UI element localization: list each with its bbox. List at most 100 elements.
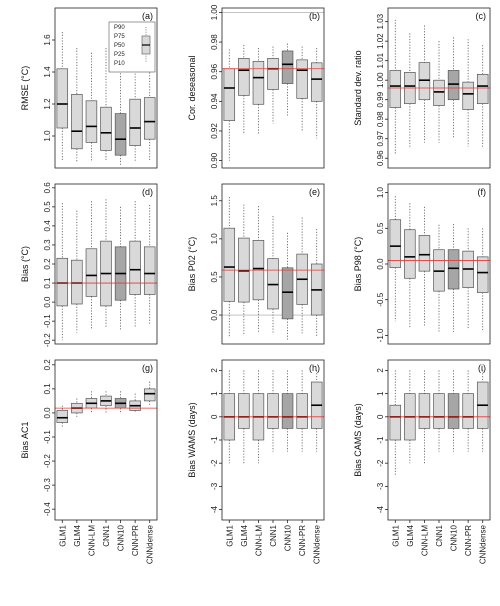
panel-d: -0.2 -0.1 0.0 0.1 0.2 0.3 0.4 0.5 0.6 Bias (°C) (d… bbox=[20, 182, 158, 347]
x-tick-label: CNN10 bbox=[284, 524, 293, 551]
box-cnn1 bbox=[100, 48, 112, 162]
box-iqr bbox=[71, 94, 83, 150]
plot-frame bbox=[54, 359, 158, 521]
y-tick-label: 1.6 bbox=[43, 34, 52, 46]
y-axis-title: Cor. deseasonal bbox=[187, 55, 197, 120]
x-tick-label: CNNdense bbox=[313, 524, 322, 564]
legend: P90 P75 P50 P25 P10 bbox=[108, 21, 156, 73]
y-tick-label: -0.1 bbox=[43, 314, 52, 328]
box-glm4 bbox=[404, 33, 416, 149]
box-glm4 bbox=[71, 48, 83, 162]
box-cnn-pr bbox=[462, 228, 474, 330]
y-tick-label: 0.0 bbox=[376, 258, 385, 270]
box-glm1 bbox=[223, 49, 236, 161]
y-axis-title: Bias WAMS (days) bbox=[187, 402, 197, 477]
y-tick-label: -0.4 bbox=[43, 502, 52, 516]
y-axis-title: Bias CAMS (days) bbox=[353, 403, 363, 477]
box-iqr bbox=[418, 393, 431, 429]
panel-b: 0.90 0.92 0.94 0.96 0.98 1.00 Cor. deseasonal (… bbox=[187, 4, 325, 169]
box-cnn1 bbox=[433, 370, 445, 452]
box-iqr bbox=[404, 229, 416, 279]
panel-g: -0.4 -0.3 -0.2 -0.1 0.0 0.1 0.2 Bias AC1 (g) GLM1… bbox=[20, 359, 158, 564]
box-cnn10 bbox=[281, 370, 294, 452]
box-iqr bbox=[389, 70, 402, 108]
y-axis-title: Bias P98 (°C) bbox=[353, 237, 363, 292]
box-glm1 bbox=[389, 370, 402, 475]
box-iqr bbox=[281, 393, 294, 429]
y-tick-label: 0.92 bbox=[210, 123, 219, 139]
box-cnn1 bbox=[100, 391, 112, 413]
box-glm1 bbox=[56, 405, 69, 428]
y-tick-label: 2 bbox=[210, 368, 219, 373]
box-glm1 bbox=[389, 196, 402, 322]
box-cnn10 bbox=[114, 206, 127, 331]
plot-frame bbox=[387, 7, 491, 169]
y-tick-label: -0.2 bbox=[43, 333, 52, 347]
box-cnn-pr bbox=[462, 370, 474, 452]
box-iqr bbox=[462, 393, 474, 429]
box-iqr bbox=[143, 246, 156, 295]
box-iqr bbox=[56, 410, 69, 423]
y-tick-label: -1.0 bbox=[376, 328, 385, 342]
y-tick-label: 1.01 bbox=[376, 52, 385, 68]
box-iqr bbox=[267, 393, 279, 429]
box-iqr bbox=[238, 393, 250, 429]
panel-e: 0.0 0.5 1.0 1.5 Bias P02 (°C) (e) bbox=[187, 183, 325, 345]
box-cnn10 bbox=[447, 370, 460, 452]
box-iqr bbox=[296, 393, 308, 429]
x-tick-label: GLM1 bbox=[391, 524, 400, 546]
x-tick-label: CNN-PR bbox=[298, 525, 307, 556]
x-tick-label: GLM4 bbox=[73, 524, 82, 546]
y-tick-label: 0 bbox=[210, 414, 219, 419]
legend-label: P10 bbox=[114, 61, 125, 67]
y-tick-label: 0.98 bbox=[210, 34, 219, 50]
y-axis-title: Bias (°C) bbox=[20, 246, 30, 282]
x-tick-label: GLM4 bbox=[406, 524, 415, 546]
x-tick-label: GLM4 bbox=[240, 524, 249, 546]
box-cnn-lm bbox=[252, 48, 265, 134]
x-tick-label: CNN1 bbox=[435, 524, 444, 546]
box-iqr bbox=[56, 68, 69, 129]
y-tick-label: 1.4 bbox=[43, 66, 52, 78]
y-tick-label: 0.99 bbox=[376, 91, 385, 107]
box-cnn-pr bbox=[296, 46, 308, 131]
box-cnndense bbox=[310, 228, 323, 337]
box-iqr bbox=[476, 256, 489, 293]
box-cnn10 bbox=[114, 48, 127, 165]
box-iqr bbox=[433, 393, 445, 429]
box-iqr bbox=[71, 259, 83, 305]
box-cnn-lm bbox=[418, 206, 431, 327]
y-tick-label: 0.2 bbox=[43, 258, 52, 270]
legend-label: P25 bbox=[114, 52, 125, 58]
x-tick-label: CNN-LM bbox=[87, 525, 96, 556]
y-tick-label: 0.94 bbox=[210, 93, 219, 109]
y-tick-label: -2 bbox=[210, 459, 219, 467]
box-cnn-lm bbox=[85, 201, 98, 329]
box-glm1 bbox=[223, 196, 236, 338]
y-tick-label: 1.0 bbox=[376, 186, 385, 198]
y-tick-label: -2 bbox=[376, 459, 385, 467]
box-iqr bbox=[114, 113, 127, 156]
box-cnn1 bbox=[267, 46, 279, 124]
box-cnn1 bbox=[433, 41, 445, 143]
y-tick-label: -4 bbox=[376, 505, 385, 513]
box-iqr bbox=[447, 249, 460, 290]
box-cnn-lm bbox=[252, 206, 265, 332]
panel-label: (c) bbox=[476, 11, 487, 21]
box-cnn10 bbox=[281, 43, 294, 117]
box-glm1 bbox=[389, 19, 402, 155]
box-cnn-lm bbox=[418, 25, 431, 143]
box-iqr bbox=[281, 50, 294, 84]
x-tick-label: CNN-LM bbox=[420, 525, 429, 556]
box-cnndense bbox=[310, 48, 323, 139]
box-iqr bbox=[85, 100, 98, 143]
box-glm4 bbox=[404, 203, 416, 329]
panel-label: (a) bbox=[142, 11, 153, 21]
x-tick-label: CNN-PR bbox=[131, 525, 140, 556]
panel-label: (d) bbox=[142, 187, 153, 197]
box-iqr bbox=[267, 58, 279, 90]
box-cnndense bbox=[143, 204, 156, 325]
y-tick-label: -0.3 bbox=[43, 478, 52, 492]
box-iqr bbox=[281, 267, 294, 320]
y-tick-label: -0.5 bbox=[376, 292, 385, 306]
